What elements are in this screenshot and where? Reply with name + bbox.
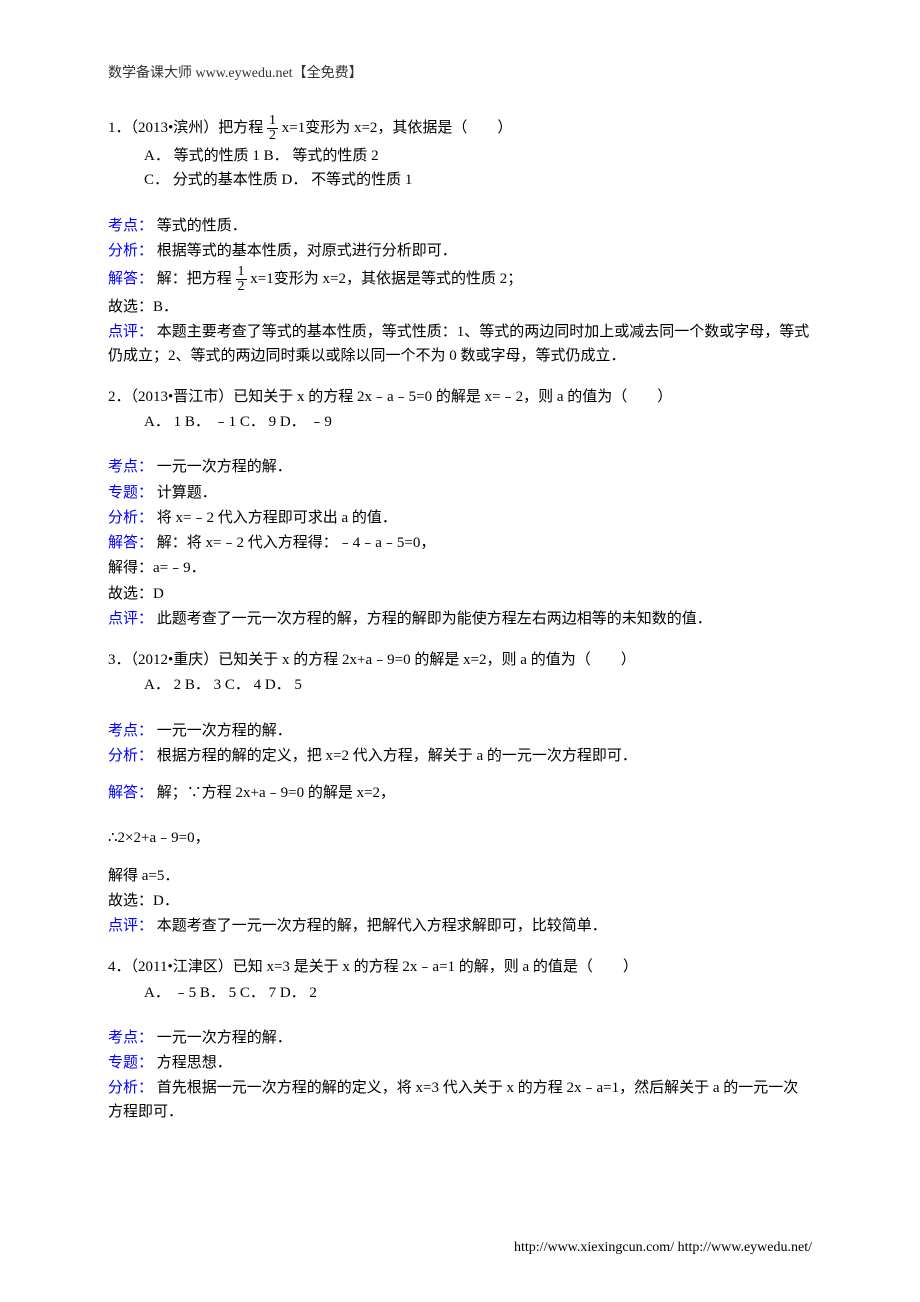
q1-jieda: 解答： 解：把方程 1 2 x=1变形为 x=2，其依据是等式的性质 2； <box>108 265 812 294</box>
q3: 3．（2012•重庆）已知关于 x 的方程 2x+a﹣9=0 的解是 x=2，则… <box>108 649 812 938</box>
kaodian-label: 考点： <box>108 459 153 475</box>
kaodian-text: 等式的性质． <box>153 218 247 234</box>
q2-kaodian: 考点： 一元一次方程的解． <box>108 456 812 479</box>
q3-stem: 3．（2012•重庆）已知关于 x 的方程 2x+a﹣9=0 的解是 x=2，则… <box>108 649 812 672</box>
frac-num: 1 <box>236 265 247 280</box>
fraction-icon: 1 2 <box>236 265 247 294</box>
q4: 4．（2011•江津区）已知 x=3 是关于 x 的方程 2x﹣a=1 的解，则… <box>108 956 812 1124</box>
kaodian-text: 一元一次方程的解． <box>153 459 292 475</box>
q4-kaodian: 考点： 一元一次方程的解． <box>108 1027 812 1050</box>
kaodian-text: 一元一次方程的解． <box>153 1030 292 1046</box>
q3-jieda: 解答： 解；∵方程 2x+a﹣9=0 的解是 x=2， <box>108 782 812 805</box>
q2: 2．（2013•晋江市）已知关于 x 的方程 2x﹣a﹣5=0 的解是 x=﹣2… <box>108 386 812 631</box>
q4-options: A． ﹣5 B． 5 C． 7 D． 2 <box>108 982 812 1005</box>
fenxi-text: 首先根据一元一次方程的解的定义，将 x=3 代入关于 x 的方程 2x﹣a=1，… <box>108 1080 798 1119</box>
frac-den: 2 <box>267 129 278 143</box>
zhuanti-label: 专题： <box>108 485 153 501</box>
q2-jieda: 解答： 解：将 x=﹣2 代入方程得：﹣4﹣a﹣5=0， <box>108 532 812 555</box>
q3-fenxi: 分析： 根据方程的解的定义，把 x=2 代入方程，解关于 a 的一元一次方程即可… <box>108 745 812 768</box>
q3-kaodian: 考点： 一元一次方程的解． <box>108 720 812 743</box>
fraction-icon: 1 2 <box>267 114 278 143</box>
q3-options: A． 2 B． 3 C． 4 D． 5 <box>108 674 812 697</box>
jieda-text: 解；∵方程 2x+a﹣9=0 的解是 x=2， <box>153 785 395 801</box>
zhuanti-label: 专题： <box>108 1055 153 1071</box>
dianping-text: 此题考查了一元一次方程的解，方程的解即为能使方程左右两边相等的未知数的值． <box>153 611 712 627</box>
q2-jieda-line2: 解得：a=﹣9． <box>108 557 812 580</box>
q2-stem: 2．（2013•晋江市）已知关于 x 的方程 2x﹣a﹣5=0 的解是 x=﹣2… <box>108 386 812 409</box>
q1-guxuan: 故选：B． <box>108 296 812 319</box>
frac-den: 2 <box>236 280 247 294</box>
jieda-label: 解答： <box>108 785 153 801</box>
dianping-label: 点评： <box>108 324 153 340</box>
page: 数学备课大师 www.eywedu.net【全免费】 1．（2013•滨州）把方… <box>0 0 920 1302</box>
q1-stem: 1．（2013•滨州）把方程 1 2 x=1变形为 x=2，其依据是（ ） <box>108 114 812 143</box>
kaodian-text: 一元一次方程的解． <box>153 723 292 739</box>
dianping-text: 本题主要考查了等式的基本性质，等式性质：1、等式的两边同时加上或减去同一个数或字… <box>108 324 809 363</box>
jieda-text: 解：将 x=﹣2 代入方程得：﹣4﹣a﹣5=0， <box>153 535 435 551</box>
q2-options: A． 1 B． ﹣1 C． 9 D． ﹣9 <box>108 411 812 434</box>
q4-stem: 4．（2011•江津区）已知 x=3 是关于 x 的方程 2x﹣a=1 的解，则… <box>108 956 812 979</box>
q3-calc: ∴2×2+a﹣9=0， <box>108 827 812 850</box>
q3-guxuan: 故选：D． <box>108 890 812 913</box>
zhuanti-text: 方程思想． <box>153 1055 232 1071</box>
fenxi-text: 根据等式的基本性质，对原式进行分析即可． <box>153 243 457 259</box>
page-header: 数学备课大师 www.eywedu.net【全免费】 <box>108 62 812 82</box>
q1-options: A． 等式的性质 1 B． 等式的性质 2 C． 分式的基本性质 D． 不等式的… <box>108 145 812 193</box>
q1-opt-line2: C． 分式的基本性质 D． 不等式的性质 1 <box>144 169 812 192</box>
jieda-a: 解：把方程 <box>153 271 232 287</box>
fenxi-label: 分析： <box>108 243 153 259</box>
page-footer: http://www.xiexingcun.com/ http://www.ey… <box>514 1240 812 1256</box>
fenxi-label: 分析： <box>108 510 153 526</box>
fenxi-text: 将 x=﹣2 代入方程即可求出 a 的值． <box>153 510 397 526</box>
kaodian-label: 考点： <box>108 723 153 739</box>
q3-dianping: 点评： 本题考查了一元一次方程的解，把解代入方程求解即可，比较简单． <box>108 915 812 938</box>
q4-zhuanti: 专题： 方程思想． <box>108 1052 812 1075</box>
q2-zhuanti: 专题： 计算题． <box>108 482 812 505</box>
q1-stem-b: x=1变形为 x=2，其依据是（ ） <box>282 120 513 136</box>
jieda-b: x=1变形为 x=2，其依据是等式的性质 2； <box>250 271 522 287</box>
q1-fenxi: 分析： 根据等式的基本性质，对原式进行分析即可． <box>108 240 812 263</box>
kaodian-label: 考点： <box>108 218 153 234</box>
dianping-label: 点评： <box>108 918 153 934</box>
q3-jieda-line2: 解得 a=5． <box>108 865 812 888</box>
q2-fenxi: 分析： 将 x=﹣2 代入方程即可求出 a 的值． <box>108 507 812 530</box>
q4-fenxi: 分析： 首先根据一元一次方程的解的定义，将 x=3 代入关于 x 的方程 2x﹣… <box>108 1077 812 1124</box>
q1-stem-a: 1．（2013•滨州）把方程 <box>108 120 263 136</box>
fenxi-label: 分析： <box>108 748 153 764</box>
q2-dianping: 点评： 此题考查了一元一次方程的解，方程的解即为能使方程左右两边相等的未知数的值… <box>108 608 812 631</box>
q1-opt-line1: A． 等式的性质 1 B． 等式的性质 2 <box>144 145 812 168</box>
frac-num: 1 <box>267 114 278 129</box>
dianping-text: 本题考查了一元一次方程的解，把解代入方程求解即可，比较简单． <box>153 918 607 934</box>
q1-dianping: 点评： 本题主要考查了等式的基本性质，等式性质：1、等式的两边同时加上或减去同一… <box>108 321 812 368</box>
kaodian-label: 考点： <box>108 1030 153 1046</box>
q2-guxuan: 故选：D <box>108 583 812 606</box>
fenxi-text: 根据方程的解的定义，把 x=2 代入方程，解关于 a 的一元一次方程即可． <box>153 748 637 764</box>
dianping-label: 点评： <box>108 611 153 627</box>
q2-opt-line1: A． 1 B． ﹣1 C． 9 D． ﹣9 <box>144 411 812 434</box>
jieda-label: 解答： <box>108 271 153 287</box>
q3-opt-line1: A． 2 B． 3 C． 4 D． 5 <box>144 674 812 697</box>
zhuanti-text: 计算题． <box>153 485 217 501</box>
content: 1．（2013•滨州）把方程 1 2 x=1变形为 x=2，其依据是（ ） A．… <box>108 114 812 1124</box>
q1-kaodian: 考点： 等式的性质． <box>108 215 812 238</box>
q4-opt-line1: A． ﹣5 B． 5 C． 7 D． 2 <box>144 982 812 1005</box>
jieda-label: 解答： <box>108 535 153 551</box>
fenxi-label: 分析： <box>108 1080 153 1096</box>
